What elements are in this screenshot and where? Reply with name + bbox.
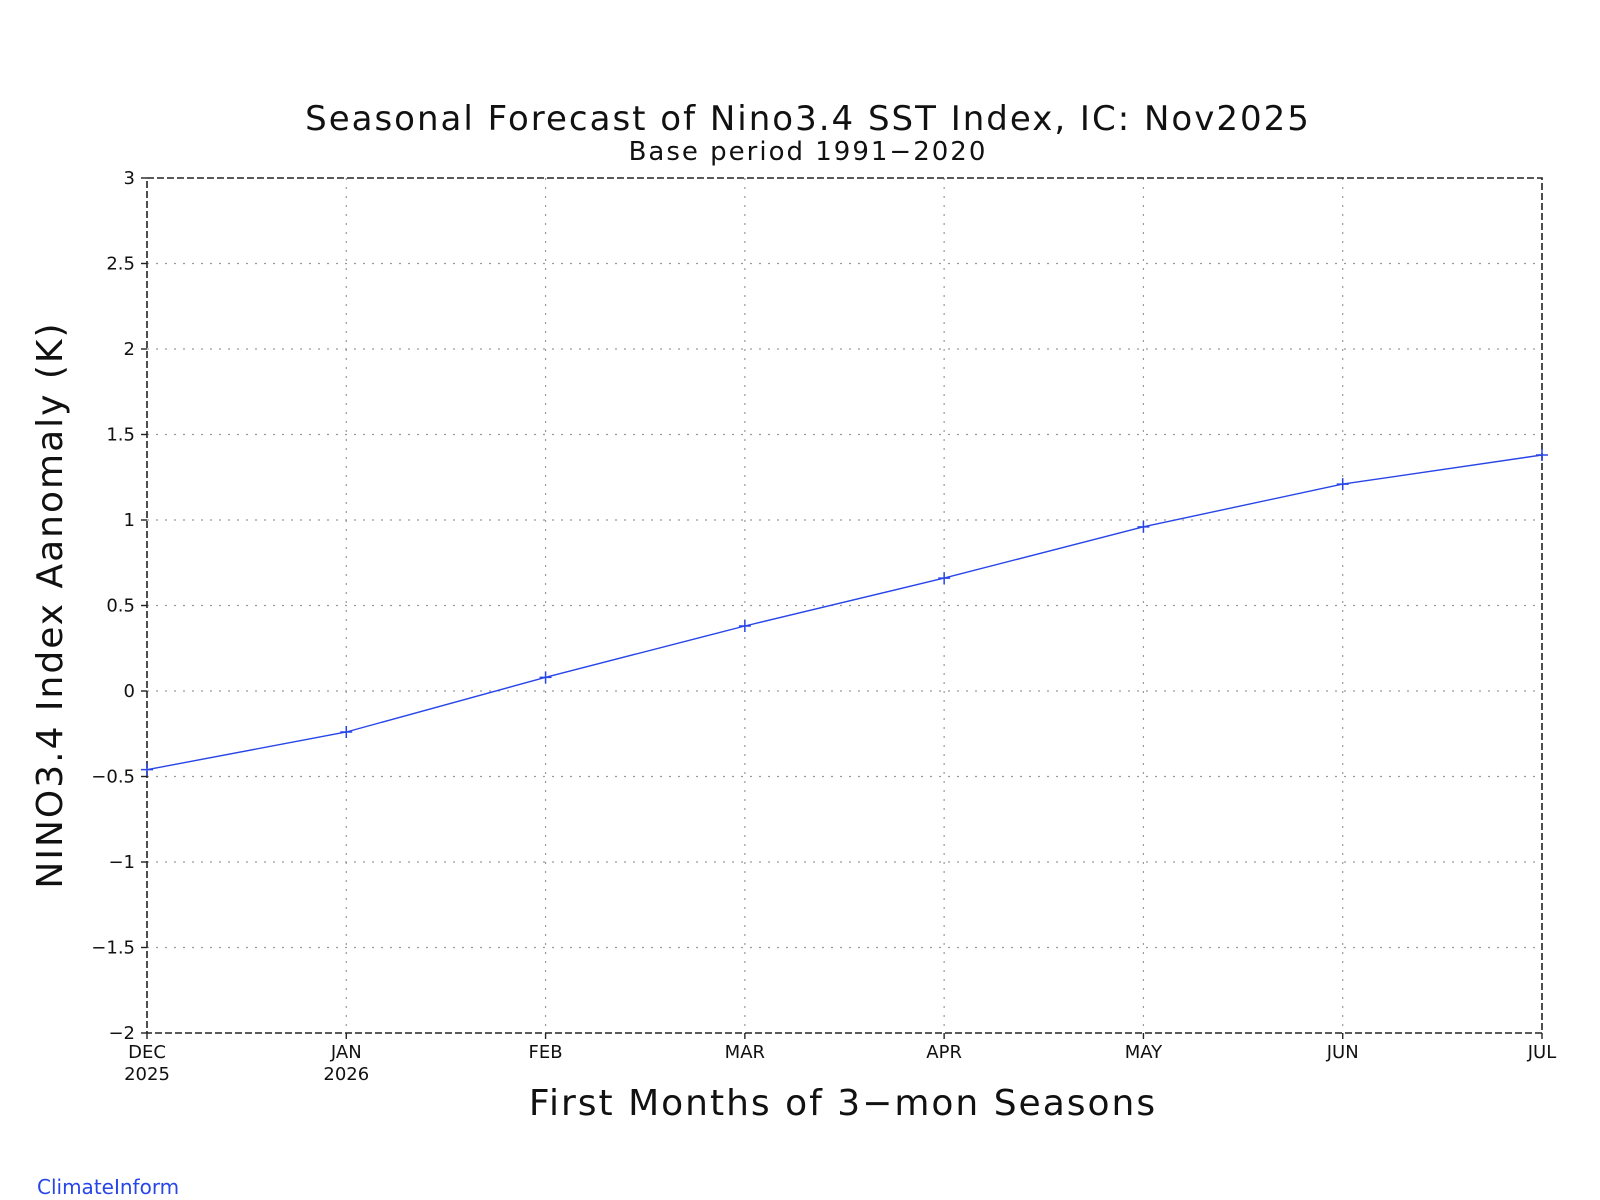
y-tick-label: −0.5 [91, 767, 135, 788]
data-point-marker [938, 572, 951, 585]
grid [147, 178, 1542, 1033]
plot-frame [146, 177, 1543, 1034]
chart-subtitle: Base period 1991−2020 [629, 137, 988, 167]
x-tick-label: JUL [1527, 1042, 1557, 1063]
x-tick-label: MAY [1125, 1042, 1163, 1063]
credit-text: ClimateInform [37, 1175, 179, 1199]
x-tick-label: JUN [1326, 1042, 1359, 1063]
y-tick-label: 2 [124, 339, 135, 360]
data-point-marker [141, 763, 153, 776]
x-tick-label: DEC [128, 1042, 166, 1063]
data-point-marker [1336, 478, 1349, 491]
y-tick-label: 0.5 [106, 596, 135, 617]
y-tick-label: 2.5 [106, 254, 135, 275]
y-axis-label: NINO3.4 Index Aanomaly (K) [30, 321, 71, 888]
y-tick-label: −1.5 [91, 938, 135, 959]
data-point-marker [738, 620, 751, 633]
data-point-marker [1137, 520, 1150, 533]
x-tick-label: FEB [529, 1042, 563, 1063]
y-tick-label: −1 [108, 852, 135, 873]
x-tick-label: JAN [330, 1042, 362, 1063]
y-tick-label: 3 [124, 168, 135, 189]
x-tick-label: APR [926, 1042, 962, 1063]
series-layer [141, 449, 1548, 776]
chart-title: Seasonal Forecast of Nino3.4 SST Index, … [305, 99, 1311, 139]
series-line [146, 454, 1543, 771]
x-axis-label: First Months of 3−mon Seasons [529, 1083, 1157, 1124]
y-tick-label: −2 [108, 1023, 135, 1044]
y-tick-label: 1 [124, 510, 135, 531]
data-point-marker [539, 671, 552, 684]
x-tick-year-label: 2026 [323, 1064, 369, 1085]
y-tick-label: 1.5 [106, 425, 135, 446]
data-point-marker [1536, 449, 1548, 462]
data-point-marker [340, 726, 353, 739]
x-tick-label: MAR [725, 1042, 765, 1063]
x-tick-year-label: 2025 [124, 1064, 170, 1085]
y-tick-label: 0 [124, 681, 135, 702]
